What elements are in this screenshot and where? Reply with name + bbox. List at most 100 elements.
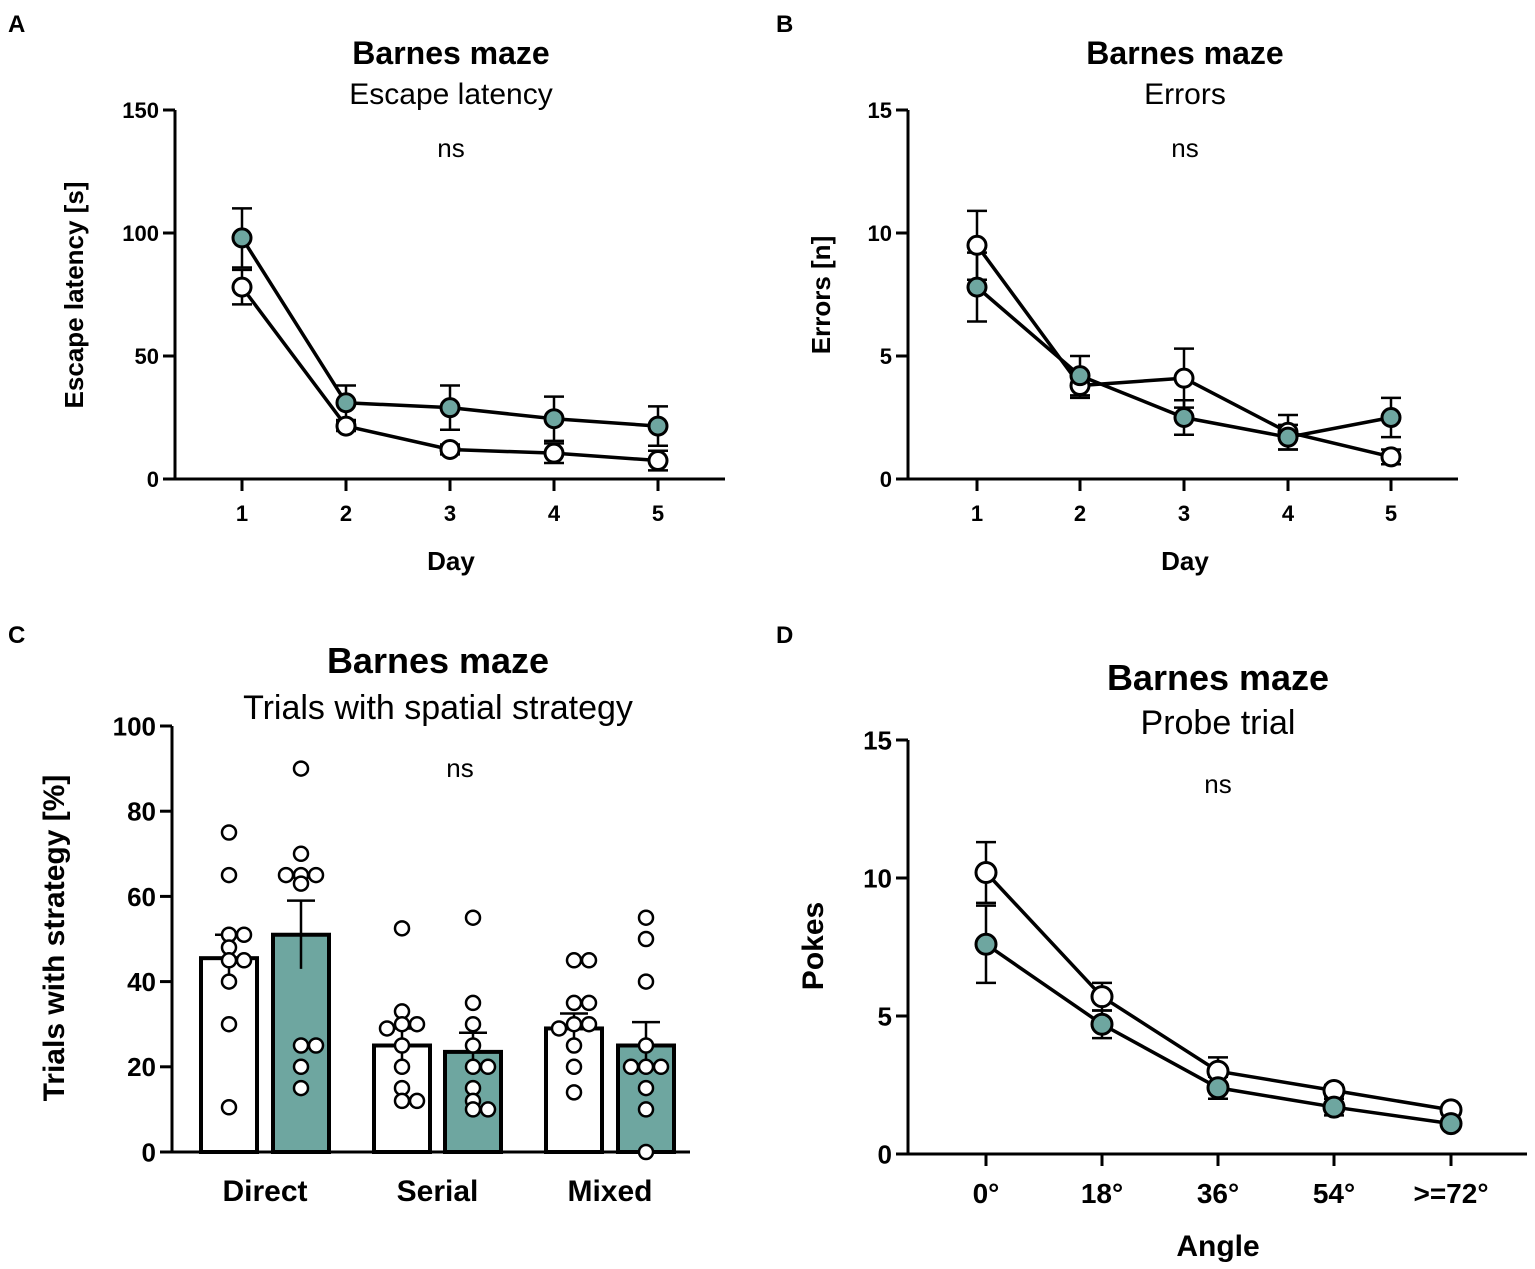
panel-b-letter: B [776, 11, 793, 38]
panel-b-x-axis-label: Day [1161, 546, 1209, 576]
y-tick-label: 10 [868, 221, 892, 246]
data-point-white [378, 1020, 396, 1037]
panel-c-y-axis-label: Trials with strategy [%] [38, 775, 71, 1102]
data-point-teal [479, 1058, 497, 1076]
series-line-white [240, 286, 659, 463]
data-point-teal [974, 932, 998, 956]
panel-d-plot: 0 5 10 15 0° 18° 36° 54° >=72° [863, 725, 1527, 1209]
y-tick-label: 40 [127, 967, 156, 997]
data-point-teal [1380, 407, 1402, 428]
data-point-teal [652, 1058, 670, 1076]
panel-c-ns-label: ns [446, 753, 473, 783]
data-point-teal [464, 1015, 482, 1033]
data-point-white [580, 952, 598, 969]
panel-b-title: Barnes maze [1086, 35, 1283, 71]
y-tick-label: 0 [878, 1139, 892, 1169]
data-point-white [393, 1037, 411, 1054]
data-point-teal [966, 276, 988, 298]
x-tick-label: 5 [652, 501, 664, 526]
data-point-white [565, 1084, 583, 1101]
data-point-teal [1090, 1012, 1114, 1036]
data-point-teal [1277, 426, 1299, 448]
data-point-white [220, 824, 238, 841]
data-point-white [565, 994, 583, 1012]
data-point-white [550, 1020, 568, 1037]
data-point-white [974, 860, 998, 884]
y-tick-label: 150 [122, 98, 159, 123]
panel-d-ns-label: ns [1204, 769, 1231, 799]
panel-b-plot: 0 5 10 15 1 2 3 4 5 [868, 98, 1458, 526]
data-point-teal [464, 1101, 482, 1118]
data-point-teal [637, 909, 655, 926]
data-point-teal [637, 973, 655, 990]
data-point-white [393, 1058, 411, 1076]
y-tick-label: 0 [142, 1137, 156, 1167]
y-tick-label: 15 [863, 725, 892, 755]
data-point-teal [1439, 1112, 1463, 1136]
y-tick-label: 100 [113, 711, 156, 741]
data-point-teal [307, 1037, 325, 1054]
data-point-white [235, 952, 253, 969]
data-point-teal [292, 845, 310, 863]
data-point-white [220, 866, 238, 884]
y-tick-label: 100 [122, 221, 159, 246]
x-tick-label: 18° [1081, 1178, 1123, 1209]
panel-a: A Barnes maze Escape latency ns Escape l… [8, 11, 725, 576]
x-tick-label: 4 [1282, 501, 1295, 526]
data-point-white [220, 952, 238, 969]
panel-d: D Barnes maze Probe trial ns Pokes Angle… [776, 622, 1527, 1263]
data-point-teal [464, 994, 482, 1012]
data-point-teal [637, 1079, 655, 1097]
data-point-teal [637, 1143, 655, 1161]
data-point-teal [637, 1037, 655, 1054]
panel-b: B Barnes maze Errors ns Errors [n] Day 0… [776, 11, 1458, 576]
data-point-white [220, 973, 238, 990]
x-tick-label: 3 [444, 501, 456, 526]
data-point-white [1090, 985, 1114, 1009]
panel-c-subtitle: Trials with spatial strategy [243, 689, 633, 727]
data-point-teal [479, 1101, 497, 1118]
data-point-teal [439, 397, 461, 419]
data-point-teal [292, 760, 310, 777]
data-point-white [393, 1092, 411, 1110]
panel-d-title: Barnes maze [1107, 657, 1329, 698]
data-point-teal [292, 1058, 310, 1076]
y-tick-label: 5 [878, 1001, 892, 1031]
panel-d-letter: D [776, 622, 793, 649]
panel-a-plot: 0 50 100 150 1 2 3 4 5 [122, 98, 725, 526]
y-tick-label: 20 [127, 1052, 156, 1082]
x-tick-label: 3 [1178, 501, 1190, 526]
panel-a-subtitle: Escape latency [349, 78, 552, 111]
x-tick-label: 1 [236, 501, 248, 526]
data-point-teal [1322, 1095, 1346, 1119]
data-point-teal [647, 415, 669, 437]
x-tick-label: >=72° [1413, 1178, 1488, 1209]
data-point-teal [335, 392, 357, 414]
data-point-teal [622, 1058, 640, 1076]
data-point-teal [292, 1037, 310, 1054]
panel-d-y-axis-label: Pokes [797, 902, 830, 990]
data-point-white [231, 276, 253, 298]
x-category-label: Direct [222, 1175, 307, 1208]
panel-a-y-axis-label: Escape latency [s] [59, 182, 89, 409]
data-point-white [565, 1015, 583, 1033]
data-point-teal [307, 866, 325, 884]
data-point-white [220, 1015, 238, 1033]
y-tick-label: 0 [880, 467, 892, 492]
data-point-white [1173, 367, 1195, 389]
data-point-white [543, 442, 565, 464]
data-point-teal [464, 1058, 482, 1076]
panel-a-title: Barnes maze [352, 35, 549, 71]
y-tick-label: 60 [127, 882, 156, 912]
y-tick-label: 0 [147, 467, 159, 492]
panel-c-plot: 0 20 40 60 80 100 Direct Serial Mixed [113, 711, 690, 1208]
data-point-teal [1069, 365, 1091, 387]
data-point-white [335, 415, 357, 437]
panel-c-title: Barnes maze [327, 640, 549, 681]
data-point-teal [637, 930, 655, 948]
y-tick-label: 50 [135, 344, 159, 369]
data-point-teal [464, 1037, 482, 1054]
data-point-teal [637, 1101, 655, 1118]
data-point-white [966, 234, 988, 256]
